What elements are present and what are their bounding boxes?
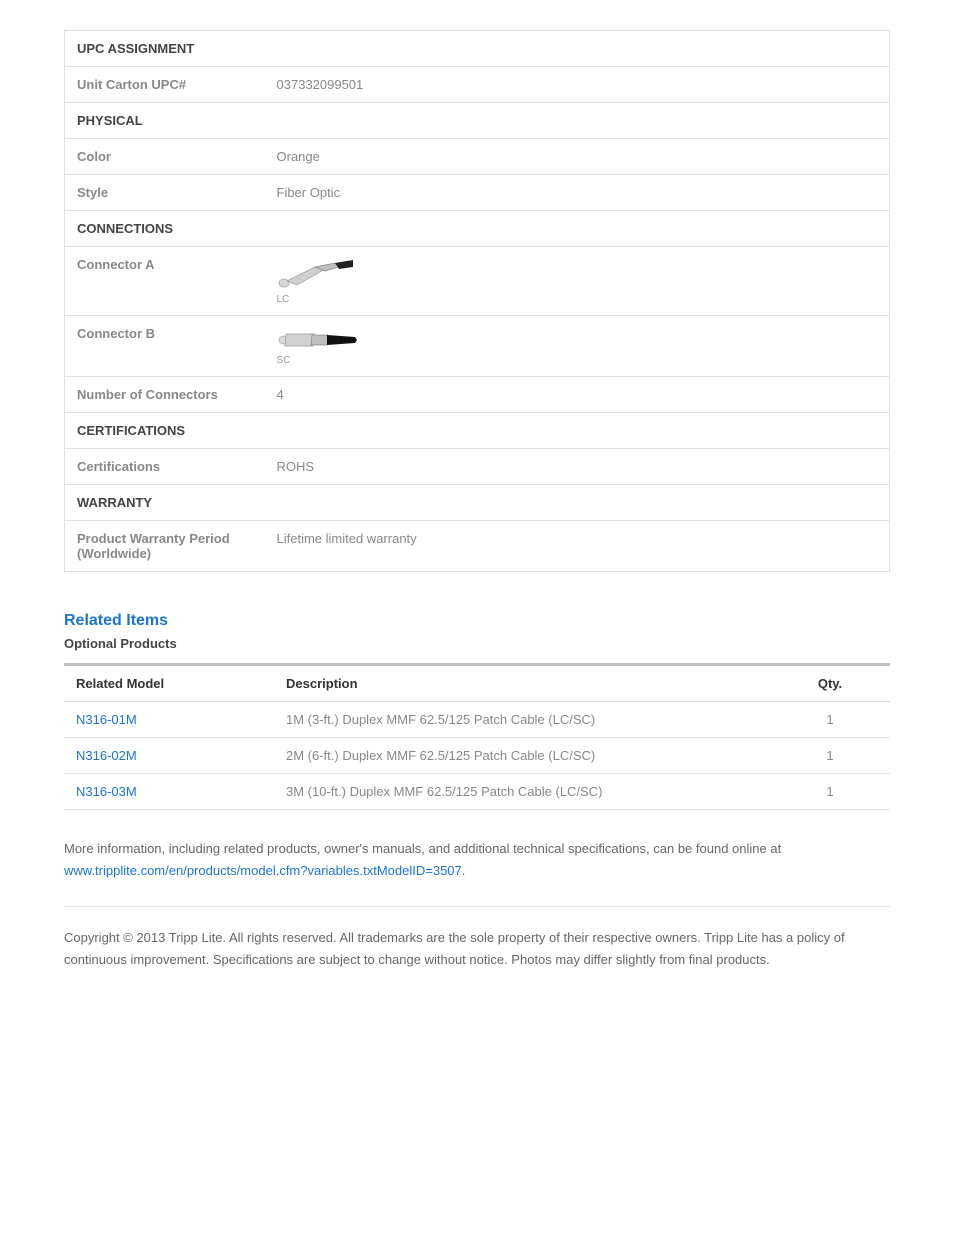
connector-type-label: SC: [277, 355, 878, 366]
spec-row: Connector B SC: [65, 316, 890, 377]
spec-value: 4: [265, 377, 890, 413]
col-related-model: Related Model: [64, 665, 274, 702]
spec-section-title: WARRANTY: [65, 485, 890, 521]
more-info-text: More information, including related prod…: [64, 838, 890, 882]
more-info-suffix: .: [462, 863, 466, 878]
spec-section-title: CONNECTIONS: [65, 211, 890, 247]
related-description: 3M (10-ft.) Duplex MMF 62.5/125 Patch Ca…: [274, 774, 770, 810]
related-qty: 1: [770, 774, 890, 810]
spec-label: Number of Connectors: [65, 377, 265, 413]
spec-value: ROHS: [265, 449, 890, 485]
col-description: Description: [274, 665, 770, 702]
related-table: Related Model Description Qty. N316-01M 1…: [64, 663, 890, 810]
spec-value: Orange: [265, 139, 890, 175]
spec-section-header: CERTIFICATIONS: [65, 413, 890, 449]
related-row: N316-03M 3M (10-ft.) Duplex MMF 62.5/125 …: [64, 774, 890, 810]
spec-row: StyleFiber Optic: [65, 175, 890, 211]
spec-label: Connector A: [65, 247, 265, 316]
spec-section-title: UPC ASSIGNMENT: [65, 31, 890, 67]
related-model-link[interactable]: N316-01M: [76, 712, 137, 727]
related-model-link[interactable]: N316-02M: [76, 748, 137, 763]
spec-section-header: WARRANTY: [65, 485, 890, 521]
spec-label: Style: [65, 175, 265, 211]
divider: [64, 906, 890, 907]
connector-type-label: LC: [277, 294, 878, 305]
spec-section-title: CERTIFICATIONS: [65, 413, 890, 449]
spec-label: Unit Carton UPC#: [65, 67, 265, 103]
copyright-text: Copyright © 2013 Tripp Lite. All rights …: [64, 927, 890, 971]
lc-connector-icon: [277, 257, 355, 292]
related-model-link[interactable]: N316-03M: [76, 784, 137, 799]
sc-connector-icon: [277, 326, 359, 353]
spec-row: ColorOrange: [65, 139, 890, 175]
spec-section-title: PHYSICAL: [65, 103, 890, 139]
related-qty: 1: [770, 738, 890, 774]
col-qty: Qty.: [770, 665, 890, 702]
spec-row: CertificationsROHS: [65, 449, 890, 485]
spec-table: UPC ASSIGNMENTUnit Carton UPC#0373320995…: [64, 30, 890, 572]
spec-row: Connector A LC: [65, 247, 890, 316]
spec-row: Unit Carton UPC#037332099501: [65, 67, 890, 103]
spec-value: 037332099501: [265, 67, 890, 103]
spec-label: Color: [65, 139, 265, 175]
spec-label: Connector B: [65, 316, 265, 377]
spec-value: Fiber Optic: [265, 175, 890, 211]
spec-label: Certifications: [65, 449, 265, 485]
more-info-prefix: More information, including related prod…: [64, 841, 781, 856]
related-description: 2M (6-ft.) Duplex MMF 62.5/125 Patch Cab…: [274, 738, 770, 774]
more-info-link[interactable]: www.tripplite.com/en/products/model.cfm?…: [64, 863, 462, 878]
spec-row: Product Warranty Period (Worldwide)Lifet…: [65, 521, 890, 572]
spec-value: LC: [265, 247, 890, 316]
spec-section-header: UPC ASSIGNMENT: [65, 31, 890, 67]
spec-section-header: CONNECTIONS: [65, 211, 890, 247]
spec-label: Product Warranty Period (Worldwide): [65, 521, 265, 572]
related-row: N316-02M 2M (6-ft.) Duplex MMF 62.5/125 P…: [64, 738, 890, 774]
related-items-heading: Related Items: [64, 612, 890, 630]
spec-value: Lifetime limited warranty: [265, 521, 890, 572]
spec-section-header: PHYSICAL: [65, 103, 890, 139]
spec-value: SC: [265, 316, 890, 377]
related-description: 1M (3-ft.) Duplex MMF 62.5/125 Patch Cab…: [274, 702, 770, 738]
spec-row: Number of Connectors4: [65, 377, 890, 413]
related-qty: 1: [770, 702, 890, 738]
optional-products-label: Optional Products: [64, 636, 890, 651]
related-row: N316-01M 1M (3-ft.) Duplex MMF 62.5/125 P…: [64, 702, 890, 738]
